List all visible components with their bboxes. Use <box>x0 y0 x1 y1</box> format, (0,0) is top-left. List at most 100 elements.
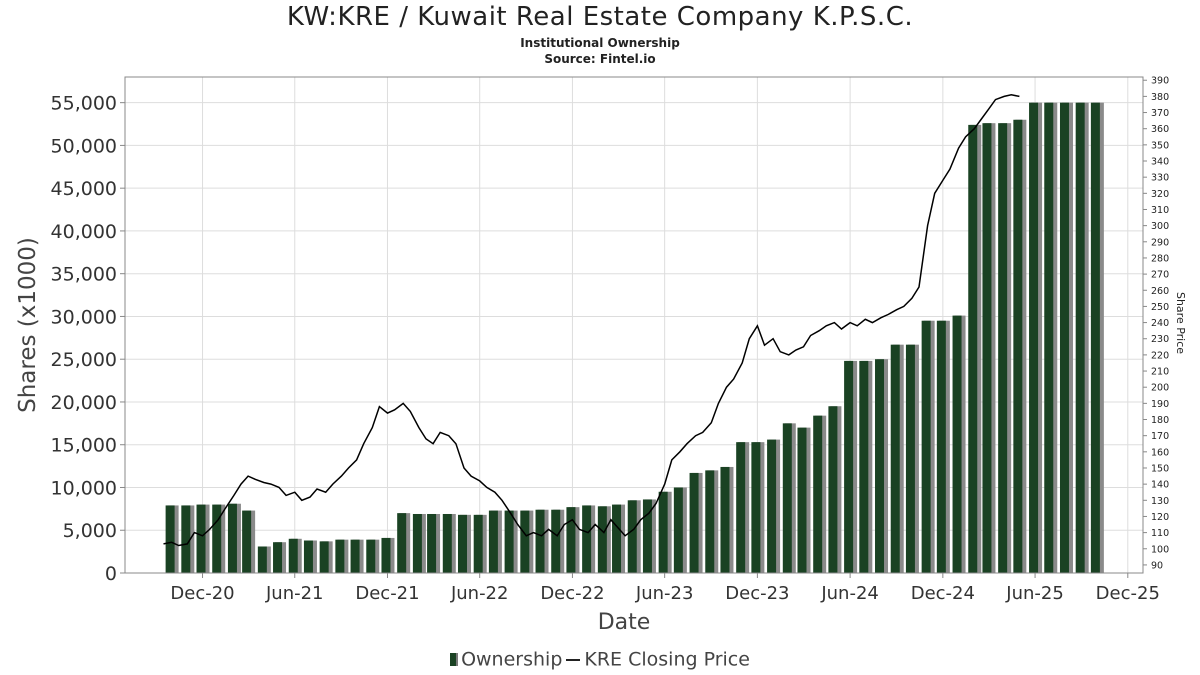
x-tick-label: Dec-24 <box>911 583 975 604</box>
ownership-bar <box>504 510 514 573</box>
ownership-bar <box>597 506 607 573</box>
ownership-bar <box>642 499 652 573</box>
legend-price-label: KRE Closing Price <box>584 648 750 671</box>
legend-price-swatch <box>566 658 581 661</box>
y2-tick-label: 250 <box>1151 302 1169 313</box>
ownership-bar <box>442 513 452 573</box>
ownership-bar <box>767 439 777 573</box>
ownership-bar <box>196 504 206 573</box>
y2-tick-label: 370 <box>1151 108 1169 119</box>
ownership-bar <box>705 470 715 573</box>
x-tick-label: Jun-25 <box>1005 583 1064 604</box>
ownership-bar <box>673 487 683 573</box>
y2-tick-label: 260 <box>1151 286 1169 297</box>
ownership-bar <box>520 510 530 573</box>
x-tick-label: Dec-21 <box>355 583 419 604</box>
ownership-bar <box>627 500 637 573</box>
x-tick-label: Dec-25 <box>1096 583 1160 604</box>
y-tick-label: 45,000 <box>51 178 117 200</box>
ownership-bar <box>212 504 222 573</box>
y2-tick-label: 190 <box>1151 399 1169 410</box>
ownership-bar <box>813 415 823 573</box>
y2-tick-label: 170 <box>1151 431 1169 442</box>
ownership-bar <box>473 514 483 573</box>
ownership-bar <box>751 442 761 573</box>
ownership-bar <box>828 406 838 573</box>
chart-subtitle: Institutional Ownership <box>520 36 680 50</box>
ownership-bar <box>457 514 467 573</box>
ownership-bar <box>720 466 730 573</box>
ownership-bar <box>566 507 576 573</box>
ownership-bar <box>736 442 746 573</box>
axis-layer: 0 5,000 10,000 15,000 20,000 25,000 30,000 35,0… <box>15 76 1187 635</box>
y-tick-label: 5,000 <box>63 520 117 542</box>
x-tick-label: Dec-23 <box>725 583 789 604</box>
y2-tick-label: 350 <box>1151 140 1169 151</box>
ownership-bar <box>859 360 869 573</box>
ownership-bar <box>1059 102 1069 573</box>
y2-tick-label: 220 <box>1151 350 1169 361</box>
ownership-bar <box>551 509 561 573</box>
x-tick-label: Dec-22 <box>540 583 604 604</box>
y2-tick-label: 130 <box>1151 496 1169 507</box>
y2-tick-label: 240 <box>1151 318 1169 329</box>
y2-tick-label: 340 <box>1151 157 1169 168</box>
y2-tick-label: 200 <box>1151 383 1169 394</box>
ownership-bar <box>844 360 854 573</box>
y2-tick-label: 110 <box>1151 528 1169 539</box>
y-tick-label: 0 <box>105 563 117 585</box>
y-tick-label: 50,000 <box>51 135 117 157</box>
y2-tick-label: 380 <box>1151 92 1169 103</box>
ownership-bar <box>1013 119 1023 574</box>
ownership-bar <box>936 320 946 573</box>
ownership-bar <box>181 505 191 573</box>
x-tick-label: Jun-23 <box>635 583 694 604</box>
chart-source: Source: Fintel.io <box>544 52 656 66</box>
ownership-bar <box>1090 102 1100 573</box>
x-tick-label: Jun-21 <box>265 583 324 604</box>
y2-tick-label: 290 <box>1151 237 1169 248</box>
ownership-bar <box>366 539 376 573</box>
ownership-bar <box>875 359 885 573</box>
ownership-bar <box>982 123 992 573</box>
ownership-bar <box>165 505 175 573</box>
y2-axis-label: Share Price <box>1174 292 1187 354</box>
legend: Ownership KRE Closing Price <box>0 648 1200 671</box>
ownership-bar <box>381 537 391 573</box>
x-tick-label: Jun-22 <box>450 583 509 604</box>
y2-tick-label: 100 <box>1151 544 1169 555</box>
y2-tick-label: 270 <box>1151 270 1169 281</box>
price-line <box>163 94 1020 547</box>
ownership-bar <box>488 510 498 573</box>
ownership-bar <box>782 423 792 573</box>
y-tick-label: 20,000 <box>51 392 117 414</box>
ownership-bar <box>397 513 407 573</box>
y2-tick-label: 140 <box>1151 480 1169 491</box>
bar-layer <box>165 102 1104 574</box>
ownership-bar <box>890 344 900 573</box>
ownership-bar <box>227 503 237 573</box>
y-tick-label: 40,000 <box>51 221 117 243</box>
ownership-bar <box>905 344 915 573</box>
ownership-bar <box>968 124 978 574</box>
ownership-bar <box>412 513 422 573</box>
y-axis-label: Shares (x1000) <box>15 237 41 413</box>
ownership-bar <box>535 509 545 573</box>
ownership-bar <box>1075 102 1085 573</box>
y2-tick-label: 310 <box>1151 205 1169 216</box>
ownership-bar <box>921 320 931 573</box>
x-tick-label: Jun-24 <box>820 583 879 604</box>
y2-tick-label: 180 <box>1151 415 1169 426</box>
ownership-bar <box>319 541 329 573</box>
ownership-bar <box>797 427 807 573</box>
y-tick-label: 55,000 <box>51 93 117 115</box>
y2-tick-label: 230 <box>1151 334 1169 345</box>
y2-tick-label: 280 <box>1151 253 1169 264</box>
plot-frame <box>124 76 1144 574</box>
ownership-bar <box>303 540 313 573</box>
y2-tick-label: 300 <box>1151 221 1169 232</box>
x-tick-label: Dec-20 <box>170 583 234 604</box>
y2-tick-label: 330 <box>1151 173 1169 184</box>
y-tick-label: 35,000 <box>51 264 117 286</box>
